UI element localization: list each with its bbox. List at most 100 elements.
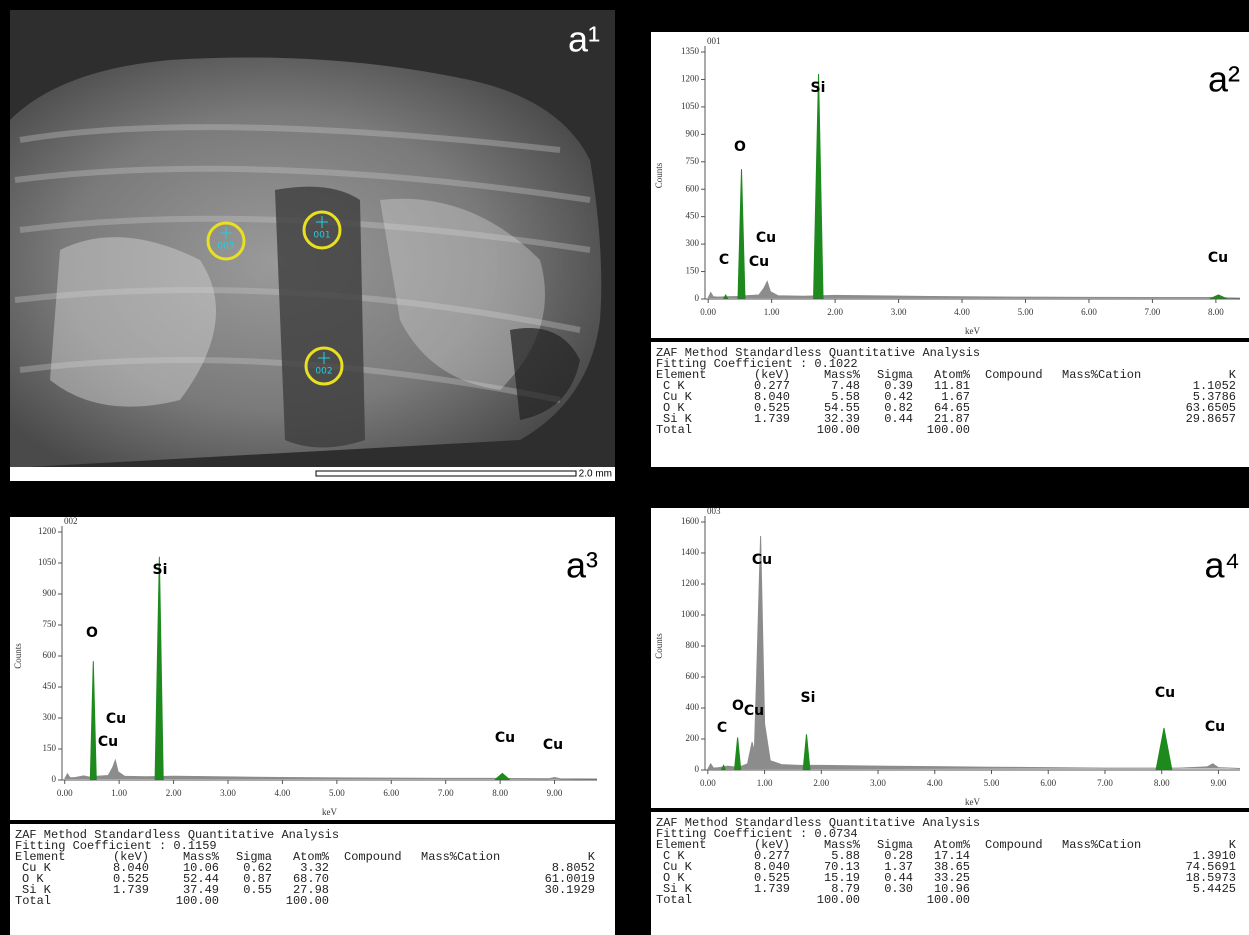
y-tick-label: 400 — [686, 702, 700, 712]
peak-label: Cu — [744, 703, 764, 719]
table-cell: C K — [663, 849, 685, 863]
x-tick-label: 3.00 — [870, 778, 886, 788]
y-tick-label: 1200 — [681, 578, 700, 588]
peak-label: O — [734, 139, 746, 155]
table-cell: 1.739 — [113, 883, 149, 897]
total-cell: Total — [656, 893, 692, 907]
table-cell: 15.19 — [824, 871, 860, 885]
total-cell: Total — [15, 894, 51, 908]
table-cell: 0.82 — [884, 401, 913, 415]
table-cell: 7.48 — [831, 379, 860, 393]
peak-label: Si — [811, 80, 826, 96]
peak-label: Cu — [749, 254, 769, 270]
y-tick-label: 1200 — [681, 74, 700, 84]
peak-label: Si — [153, 562, 168, 578]
point-circle — [206, 221, 246, 261]
x-tick-label: 3.00 — [891, 307, 907, 317]
y-tick-label: 900 — [43, 588, 57, 598]
panel-label: a⁴ — [1205, 545, 1241, 586]
x-tick-label: 5.00 — [984, 778, 1000, 788]
column-header: Atom% — [934, 838, 971, 852]
table-cell: 0.277 — [754, 849, 790, 863]
table-cell: 27.98 — [293, 883, 329, 897]
table-cell: 8.8052 — [552, 861, 595, 875]
column-header: Atom% — [934, 368, 971, 382]
scale-bar — [315, 470, 577, 477]
y-axis-label: Counts — [13, 643, 23, 669]
point-label: 003 — [217, 242, 234, 252]
y-tick-label: 300 — [43, 712, 57, 722]
peak-label: O — [732, 698, 744, 714]
panel-label: a² — [1208, 59, 1240, 100]
peak-label: C — [719, 252, 729, 268]
x-axis-label: keV — [322, 807, 337, 817]
table-cell: 37.49 — [183, 883, 219, 897]
chart-panel — [10, 517, 615, 820]
bright-region — [380, 198, 545, 390]
table-cell: 30.1929 — [545, 883, 595, 897]
table-cell: 5.4425 — [1193, 882, 1236, 896]
column-header: Compound — [344, 850, 402, 864]
zaf-table: ZAF Method Standardless Quantitative Ana… — [651, 342, 1249, 467]
total-cell: 100.00 — [176, 894, 219, 908]
y-tick-label: 0 — [695, 293, 700, 303]
table-cell: 68.70 — [293, 872, 329, 886]
table-title: ZAF Method Standardless Quantitative Ana… — [656, 816, 980, 830]
spectrum-chart: 0 150 300 450 600 750 900 1050 1200 0.00 1.00 2.00 3… — [10, 516, 615, 820]
column-header: Sigma — [236, 850, 272, 864]
total-cell: 100.00 — [927, 893, 970, 907]
y-tick-label: 150 — [43, 743, 57, 753]
y-tick-label: 1350 — [681, 46, 700, 56]
table-cell: 1.1052 — [1193, 379, 1236, 393]
y-axis-label: Counts — [654, 633, 664, 659]
x-tick-label: 5.00 — [329, 788, 345, 798]
y-tick-label: 0 — [52, 774, 57, 784]
table-title: ZAF Method Standardless Quantitative Ana… — [15, 828, 339, 842]
table-cell: 64.65 — [934, 401, 970, 415]
table-cell: Cu K — [663, 860, 693, 874]
table-cell: 1.739 — [754, 882, 790, 896]
dark-region — [275, 186, 365, 448]
x-axis-label: keV — [965, 797, 980, 807]
y-tick-label: 450 — [686, 211, 700, 221]
x-tick-label: 2.00 — [813, 778, 829, 788]
table-cell: 33.25 — [934, 871, 970, 885]
y-tick-label: 300 — [686, 238, 700, 248]
column-header: Atom% — [293, 850, 330, 864]
table-cell: 18.5973 — [1186, 871, 1236, 885]
column-header: Element — [656, 838, 706, 852]
table-panel — [651, 342, 1249, 467]
table-cell: 74.5691 — [1186, 860, 1236, 874]
table-cell: Si K — [663, 412, 693, 426]
table-cell: 3.32 — [300, 861, 329, 875]
table-cell: 8.040 — [113, 861, 149, 875]
x-tick-label: 8.00 — [1154, 778, 1170, 788]
total-cell: 100.00 — [927, 423, 970, 437]
panel-label: a¹ — [568, 19, 600, 60]
peak-label: Cu — [756, 230, 776, 246]
y-tick-label: 1050 — [38, 557, 57, 567]
peak-label: O — [86, 625, 98, 641]
column-header: K — [1229, 838, 1237, 852]
table-cell: 0.277 — [754, 379, 790, 393]
column-header: Mass% — [1062, 368, 1099, 382]
total-cell: 100.00 — [286, 894, 329, 908]
scale-strip — [10, 467, 615, 481]
table-cell: 8.040 — [754, 390, 790, 404]
table-cell: 1.37 — [884, 860, 913, 874]
total-cell: Total — [656, 423, 692, 437]
table-cell: 10.96 — [934, 882, 970, 896]
crosshair — [220, 216, 330, 364]
column-header: K — [1229, 368, 1237, 382]
point-circle — [302, 210, 342, 250]
x-tick-label: 1.00 — [757, 778, 773, 788]
y-tick-label: 600 — [686, 183, 700, 193]
table-cell: 0.28 — [884, 849, 913, 863]
bright-region — [50, 237, 216, 407]
table-cell: 8.79 — [831, 882, 860, 896]
column-header: Cation — [457, 850, 500, 864]
y-tick-label: 0 — [695, 764, 700, 774]
peak-label: Cu — [106, 711, 126, 727]
fitting-coefficient: Fitting Coefficient : 0.0734 — [656, 827, 858, 841]
